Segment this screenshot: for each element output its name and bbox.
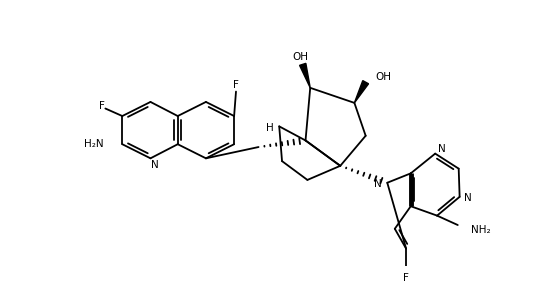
Text: N: N: [374, 179, 382, 189]
Text: F: F: [233, 80, 239, 90]
Text: H₂N: H₂N: [84, 139, 104, 149]
Text: OH: OH: [292, 52, 308, 62]
Text: F: F: [99, 101, 105, 111]
Text: H: H: [266, 123, 274, 133]
Text: N: N: [438, 144, 446, 154]
Polygon shape: [355, 81, 368, 103]
Text: OH: OH: [375, 72, 391, 81]
Text: F: F: [403, 273, 409, 282]
Text: N: N: [152, 160, 159, 170]
Text: NH₂: NH₂: [471, 225, 491, 235]
Text: N: N: [465, 193, 472, 203]
Polygon shape: [300, 63, 310, 88]
